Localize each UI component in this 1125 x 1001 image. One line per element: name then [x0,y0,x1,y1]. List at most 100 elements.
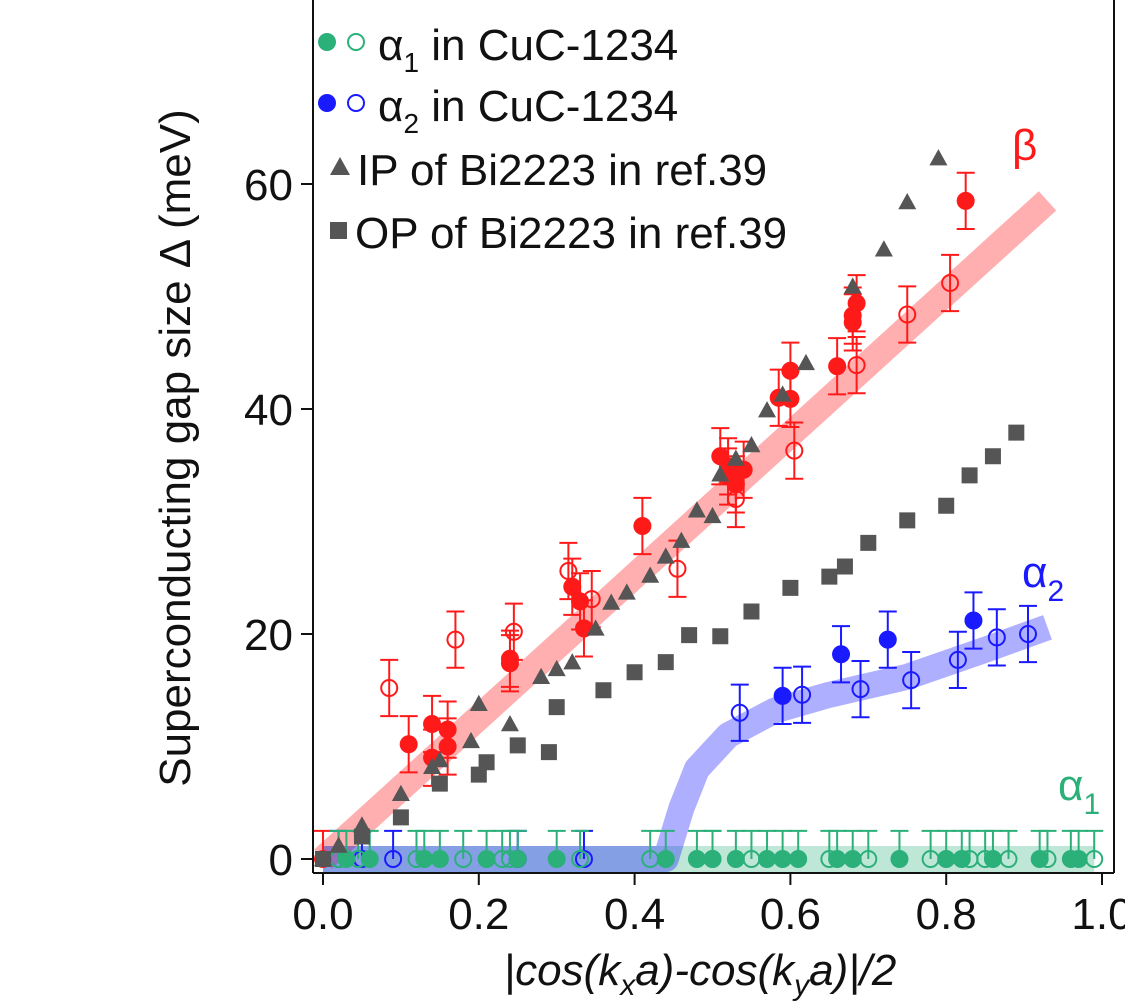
data-point [781,361,800,380]
data-point [559,562,578,580]
data-point [899,512,916,529]
data-point [617,583,636,600]
data-point [1018,625,1037,643]
axes: 0.0 0.2 0.4 0.6 0.8 1.0 0 20 40 60 |cos(kxa)-cos(k… [151,0,1125,1001]
error-bar [641,829,660,859]
data-point [504,622,523,641]
data-point [1008,424,1025,441]
data-point [1069,850,1088,868]
error-bar [847,336,866,395]
data-point [399,735,418,754]
data-point [547,850,566,868]
data-point [641,850,660,868]
data-point [773,385,792,402]
error-bar [960,829,979,859]
legend-label: IP of Bi2223 in ref.39 [357,146,767,195]
error-bar [454,829,473,859]
data-point [349,850,368,868]
data-point [438,720,457,739]
data-point [571,850,590,868]
data-point [948,650,967,669]
data-point [984,448,1001,465]
data-point [454,850,473,868]
data-point [726,449,745,466]
data-point [726,850,745,868]
data-point [586,619,605,636]
data-point [726,490,745,508]
data-point [821,568,838,585]
data-point [743,603,760,620]
error-bar [987,608,1006,667]
error-bar [999,829,1018,859]
data-point [890,850,909,868]
error-bar [976,829,995,859]
data-point [941,274,960,292]
x-tick-label: 0.6 [760,890,821,939]
data-point [633,517,652,535]
error-bar [921,829,940,859]
data-point [407,850,426,868]
data-point [430,751,449,768]
error-bar [742,829,761,859]
data-point [438,737,457,756]
alpha2-curve-label: α2 [1022,548,1064,608]
error-bar [407,829,426,859]
legend-label: α2 in CuC-1234 [378,82,678,139]
data-point [937,850,956,868]
data-point [793,685,812,704]
data-point [384,850,403,868]
data-point [532,667,551,684]
data-point [657,654,674,671]
data-point [929,149,948,166]
error-bar [446,610,465,669]
data-point [681,627,698,644]
curve-labels: β α2 α1 [1012,121,1100,821]
beta-curve-label: β [1012,121,1037,170]
data-point [847,356,866,375]
error-bar [571,829,590,859]
data-point [687,501,706,518]
legend-item: α2 in CuC-1234 [318,82,678,139]
data-point [859,850,878,868]
legend-marker-triangle [330,157,350,175]
alpha2-fit-band [323,615,1052,872]
data-point [847,294,866,313]
data-point [902,671,921,690]
data-point [500,850,519,868]
data-point [352,816,371,833]
legend-label: α1 in CuC-1234 [378,21,678,78]
data-point [668,559,687,578]
data-point [672,531,691,548]
data-point [843,277,862,294]
data-point [462,731,481,749]
data-point [789,850,808,868]
data-point [836,558,853,575]
data-point [758,850,777,868]
data-point [820,850,839,868]
data-point [469,694,488,711]
error-bar [380,658,399,718]
data-point [921,850,940,868]
data-point [726,475,745,494]
data-point [1038,850,1057,868]
data-point [938,497,955,514]
x-axis-title: |cos(kxa)-cos(kya)|/2 [504,946,897,1001]
data-point [712,628,729,645]
data-point [964,611,983,630]
data-point [626,664,643,681]
error-bar [785,421,804,480]
data-point [782,579,799,596]
data-point [703,506,722,524]
error-bar [1085,829,1104,859]
data-point [500,649,519,668]
data-point [470,766,487,783]
x-tick-label: 1.0 [1071,890,1125,939]
data-point [773,850,792,868]
data-point [773,686,792,705]
data-point [423,715,442,733]
data-point [477,850,496,868]
y-tick-label: 60 [244,161,293,210]
x-tick-label: 0.0 [292,890,353,939]
data-point [987,628,1006,647]
data-point [898,305,917,324]
